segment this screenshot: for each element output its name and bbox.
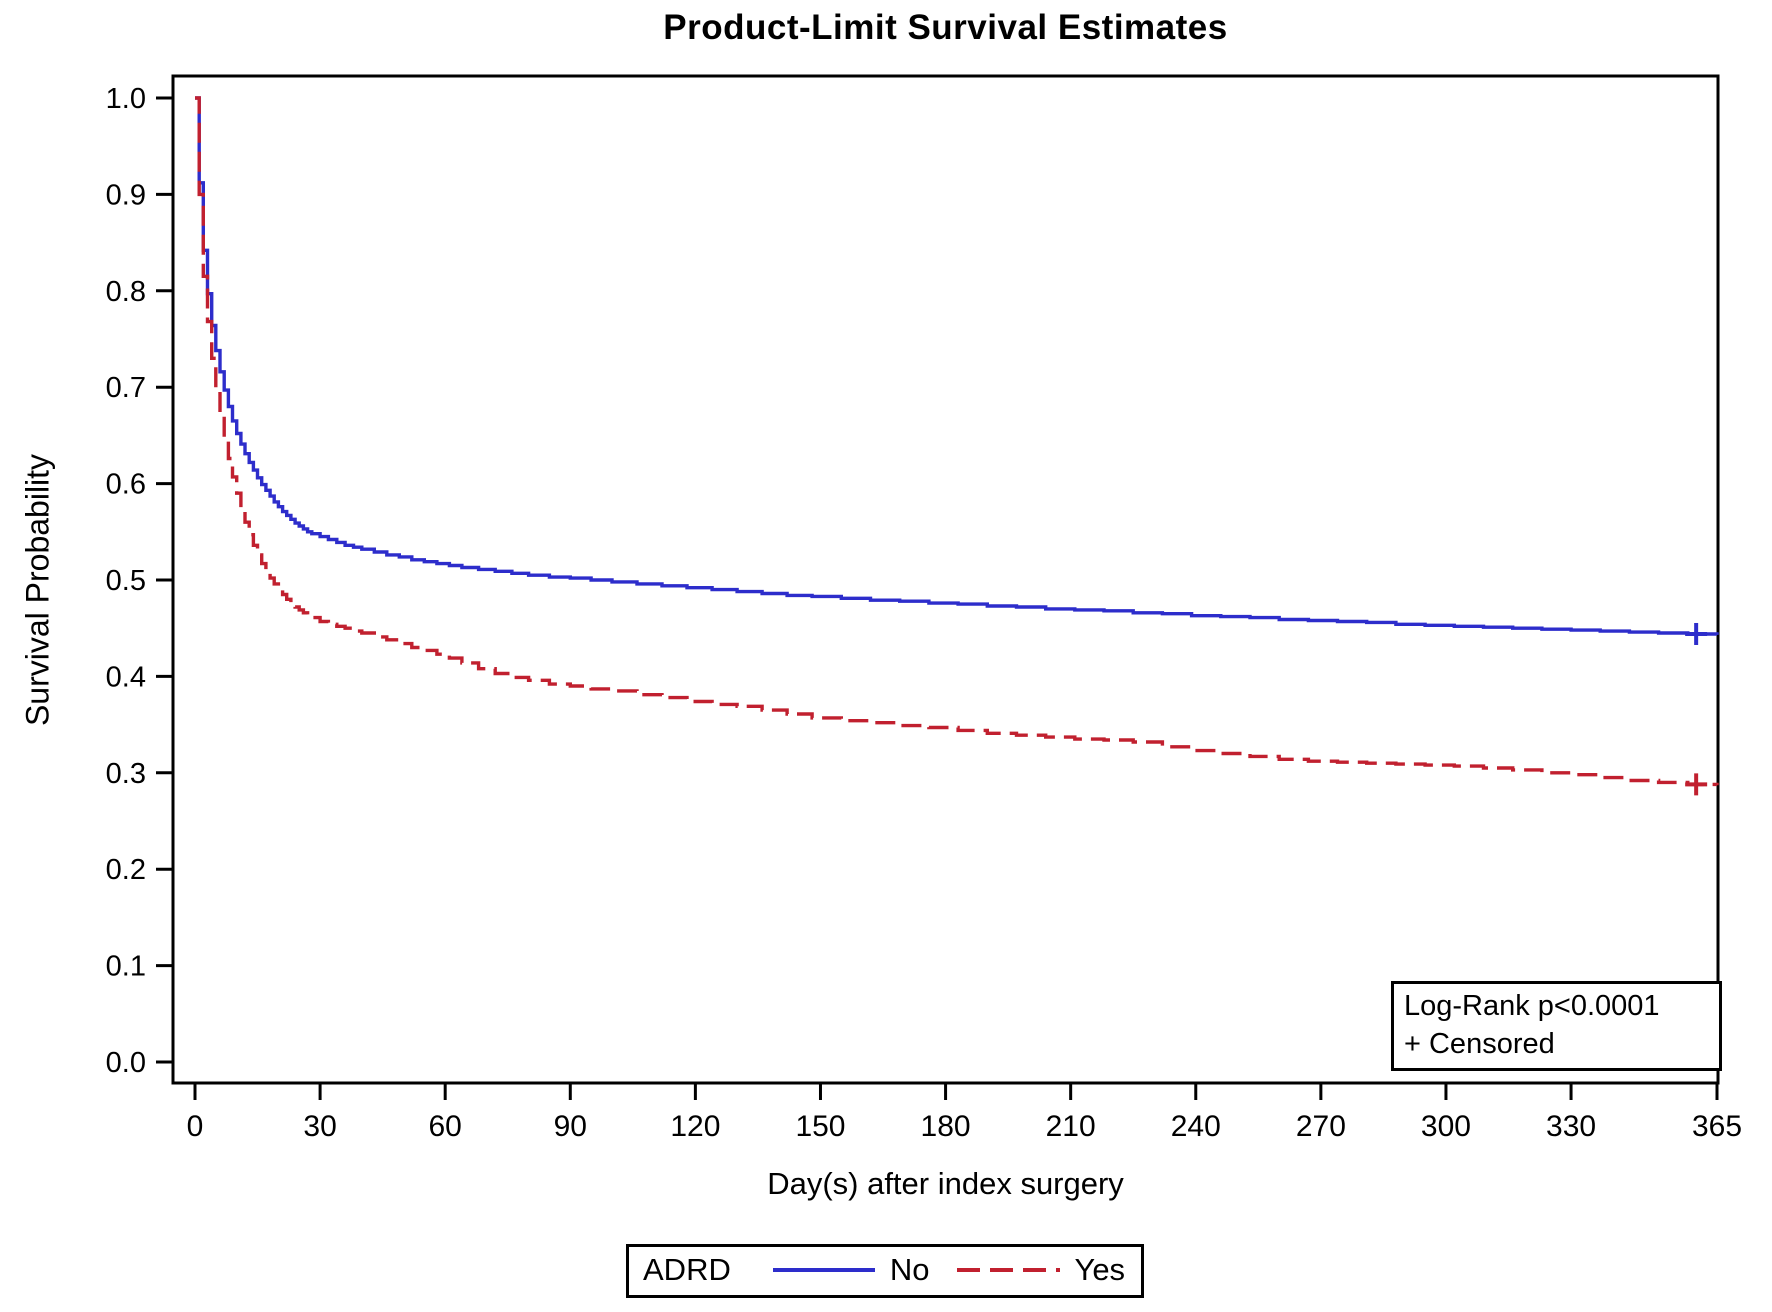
x-tick-label: 90	[554, 1110, 587, 1143]
y-tick-label: 0.6	[106, 469, 146, 501]
x-tick-label: 210	[1046, 1110, 1096, 1143]
x-tick-label: 180	[921, 1110, 971, 1143]
x-tick-label: 60	[429, 1110, 462, 1143]
y-tick-label: 0.3	[106, 758, 146, 790]
x-tick-label: 330	[1546, 1110, 1596, 1143]
y-tick-label: 0.8	[106, 276, 146, 308]
log-rank-text: Log-Rank p<0.0001	[1404, 990, 1660, 1022]
survival-curve-no	[195, 96, 1719, 636]
legend: ADRD No Yes	[626, 1244, 1145, 1298]
legend-label-no: No	[889, 1252, 930, 1287]
legend-title: ADRD	[643, 1252, 731, 1287]
y-tick-label: 0.5	[106, 565, 146, 597]
annotation-box: Log-Rank p<0.0001 + Censored	[1391, 981, 1722, 1071]
plot-frame	[171, 74, 1720, 1085]
legend-line-no-icon	[772, 1268, 875, 1272]
legend-line-yes-icon	[957, 1268, 1061, 1272]
x-tick-label: 30	[303, 1110, 336, 1143]
y-tick-label: 0.4	[106, 661, 146, 693]
x-tick-label: 270	[1296, 1110, 1346, 1143]
y-tick-label: 0.0	[106, 1047, 146, 1079]
x-tick-label: 240	[1171, 1110, 1221, 1143]
legend-label-yes: Yes	[1074, 1252, 1126, 1287]
survival-curve-yes	[195, 96, 1719, 787]
x-tick-label: 300	[1421, 1110, 1471, 1143]
censored-note-text: + Censored	[1404, 1028, 1555, 1060]
x-axis-title: Day(s) after index surgery	[767, 1166, 1124, 1201]
chart-title: Product-Limit Survival Estimates	[663, 8, 1228, 47]
y-tick-label: 0.1	[106, 951, 146, 983]
x-tick-label: 120	[670, 1110, 720, 1143]
y-tick-label: 0.7	[106, 372, 146, 404]
y-tick-label: 0.9	[106, 179, 146, 211]
x-tick-label: 0	[187, 1110, 204, 1143]
x-tick-label: 365	[1692, 1110, 1742, 1143]
y-tick-label: 1.0	[106, 83, 146, 115]
y-tick-label: 0.2	[106, 854, 146, 886]
x-tick-label: 150	[795, 1110, 845, 1143]
